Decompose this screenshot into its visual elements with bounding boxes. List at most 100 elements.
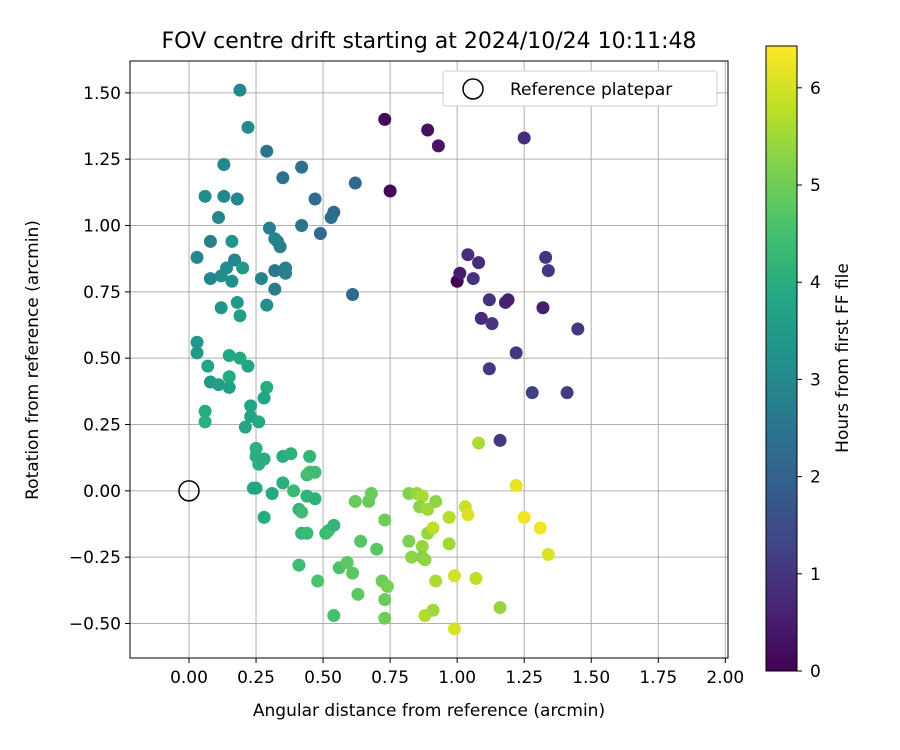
y-tick-label: 0.50 bbox=[83, 349, 121, 369]
legend-marker-icon bbox=[462, 78, 484, 100]
data-point bbox=[190, 335, 204, 349]
data-point bbox=[380, 579, 394, 593]
data-point bbox=[539, 250, 553, 264]
data-point bbox=[198, 404, 212, 418]
data-point bbox=[474, 311, 488, 325]
data-point bbox=[536, 301, 550, 315]
data-point bbox=[348, 494, 362, 508]
y-axis-label: Rotation from reference (arcmin) bbox=[23, 220, 43, 500]
data-point bbox=[472, 256, 486, 270]
colorbar-tick-label: 6 bbox=[810, 79, 821, 99]
data-point bbox=[378, 112, 392, 126]
data-point bbox=[257, 510, 271, 524]
data-point bbox=[485, 317, 499, 331]
data-point bbox=[415, 489, 429, 503]
data-point bbox=[190, 250, 204, 264]
y-tick-label: 0.25 bbox=[83, 416, 121, 436]
x-tick-label: 1.25 bbox=[505, 668, 543, 688]
data-point bbox=[236, 261, 250, 275]
colorbar: 0 1 2 3 4 5 6 Hours from first FF file bbox=[765, 45, 853, 682]
data-point bbox=[211, 211, 225, 225]
data-point bbox=[279, 266, 293, 280]
data-point bbox=[262, 221, 276, 235]
chart-title: FOV centre drift starting at 2024/10/24 … bbox=[162, 29, 697, 54]
data-point bbox=[324, 211, 338, 225]
data-point bbox=[260, 144, 274, 158]
data-point bbox=[203, 272, 217, 286]
data-point bbox=[525, 386, 539, 400]
data-point bbox=[351, 587, 365, 601]
grid-lines bbox=[130, 61, 728, 658]
data-point bbox=[482, 362, 496, 376]
data-point bbox=[378, 593, 392, 607]
data-point bbox=[364, 486, 378, 500]
data-point bbox=[402, 534, 416, 548]
y-tick-label: 0.00 bbox=[83, 482, 121, 502]
data-point bbox=[203, 234, 217, 248]
data-point bbox=[453, 266, 467, 280]
data-point bbox=[260, 298, 274, 312]
data-point bbox=[217, 157, 231, 171]
data-point bbox=[190, 346, 204, 360]
data-point bbox=[461, 508, 475, 522]
x-tick-label: 2.00 bbox=[706, 668, 744, 688]
data-point bbox=[211, 378, 225, 392]
data-point bbox=[257, 452, 271, 466]
data-point bbox=[260, 380, 274, 394]
x-axis-label: Angular distance from reference (arcmin) bbox=[253, 701, 605, 721]
x-tick-label: 0.00 bbox=[170, 668, 208, 688]
data-point bbox=[222, 349, 236, 363]
legend-label: Reference platepar bbox=[510, 80, 672, 100]
data-point bbox=[517, 131, 531, 145]
data-point bbox=[429, 494, 443, 508]
data-point bbox=[230, 192, 244, 206]
data-point bbox=[418, 553, 432, 567]
y-tick-label: 1.50 bbox=[83, 84, 121, 104]
colorbar-gradient bbox=[765, 45, 798, 672]
data-point bbox=[560, 386, 574, 400]
data-point bbox=[287, 484, 301, 498]
data-point bbox=[447, 569, 461, 583]
data-point bbox=[214, 301, 228, 315]
data-point bbox=[225, 234, 239, 248]
y-axis-ticks: −0.50 −0.25 0.00 0.25 0.50 0.75 1.00 1.25 1.50 bbox=[69, 84, 130, 635]
data-point bbox=[222, 380, 236, 394]
y-tick-label: 0.75 bbox=[83, 283, 121, 303]
colorbar-tick-label: 3 bbox=[810, 370, 821, 390]
data-point bbox=[273, 240, 287, 254]
data-point bbox=[571, 322, 585, 336]
data-point bbox=[431, 139, 445, 153]
data-point bbox=[370, 542, 384, 556]
data-point bbox=[533, 521, 547, 535]
data-point bbox=[426, 521, 440, 535]
colorbar-ticks: 0 1 2 3 4 5 6 bbox=[797, 79, 821, 682]
legend: Reference platepar bbox=[442, 70, 718, 107]
data-point bbox=[426, 603, 440, 617]
data-point bbox=[233, 83, 247, 97]
x-tick-label: 0.50 bbox=[304, 668, 342, 688]
data-point bbox=[346, 566, 360, 580]
data-point bbox=[252, 415, 266, 429]
y-tick-label: −0.50 bbox=[69, 615, 121, 635]
data-point bbox=[442, 537, 456, 551]
data-point bbox=[421, 502, 435, 516]
data-point bbox=[421, 123, 435, 137]
data-point bbox=[300, 526, 314, 540]
x-tick-label: 1.75 bbox=[639, 668, 677, 688]
data-point bbox=[214, 269, 228, 283]
data-point bbox=[340, 555, 354, 569]
data-point bbox=[225, 274, 239, 288]
data-point bbox=[308, 465, 322, 479]
colorbar-tick-label: 5 bbox=[810, 176, 821, 196]
data-point bbox=[383, 184, 397, 198]
data-point bbox=[292, 558, 306, 572]
data-point bbox=[249, 481, 263, 495]
x-tick-label: 0.25 bbox=[237, 668, 275, 688]
data-point bbox=[233, 351, 247, 365]
data-point bbox=[265, 486, 279, 500]
data-point bbox=[254, 272, 268, 286]
data-point bbox=[276, 171, 290, 185]
data-point bbox=[541, 548, 555, 562]
data-point bbox=[295, 505, 309, 519]
data-point bbox=[415, 540, 429, 554]
